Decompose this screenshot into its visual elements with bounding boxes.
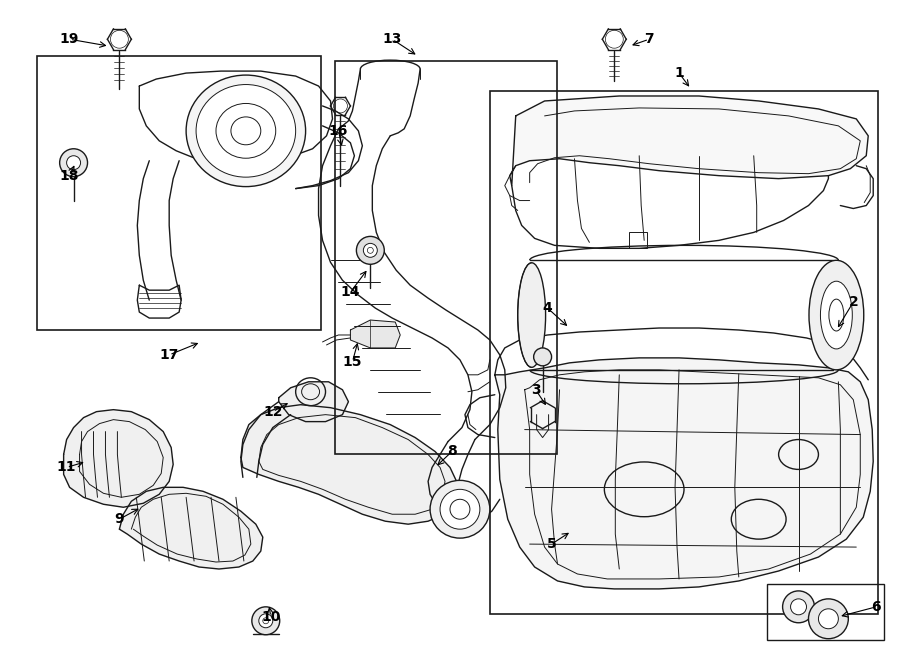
Circle shape [356, 237, 384, 264]
Text: 12: 12 [263, 405, 283, 418]
Text: 10: 10 [261, 610, 281, 624]
Circle shape [808, 599, 849, 639]
Text: 19: 19 [60, 32, 79, 46]
Text: 16: 16 [328, 124, 348, 138]
Bar [629, 233, 647, 249]
Bar [767, 584, 884, 640]
Polygon shape [279, 382, 348, 422]
Polygon shape [64, 410, 173, 507]
Bar [336, 61, 556, 455]
Bar [490, 91, 878, 614]
Circle shape [259, 614, 273, 628]
Polygon shape [509, 96, 868, 186]
Ellipse shape [196, 85, 296, 177]
Polygon shape [350, 320, 400, 348]
Text: 15: 15 [343, 355, 362, 369]
Ellipse shape [186, 75, 306, 186]
Polygon shape [120, 487, 263, 569]
Text: 2: 2 [849, 295, 859, 309]
Bar [37, 56, 320, 330]
Circle shape [818, 609, 839, 629]
Circle shape [67, 156, 81, 170]
Circle shape [364, 243, 377, 257]
Circle shape [790, 599, 806, 615]
Text: 1: 1 [674, 66, 684, 80]
Ellipse shape [430, 481, 490, 538]
Circle shape [59, 149, 87, 176]
Ellipse shape [809, 260, 864, 370]
Text: 14: 14 [341, 285, 360, 299]
Text: 9: 9 [114, 512, 124, 526]
Ellipse shape [440, 489, 480, 529]
Circle shape [252, 607, 280, 635]
Polygon shape [241, 405, 458, 524]
Ellipse shape [518, 263, 545, 368]
Text: 17: 17 [159, 348, 179, 362]
Text: 8: 8 [447, 444, 457, 459]
Text: 11: 11 [57, 461, 76, 475]
Text: 3: 3 [531, 383, 541, 397]
Text: 18: 18 [60, 169, 79, 182]
Ellipse shape [821, 281, 852, 349]
Circle shape [534, 348, 552, 366]
Circle shape [783, 591, 814, 623]
Text: 13: 13 [382, 32, 402, 46]
Text: 4: 4 [543, 301, 553, 315]
Text: 6: 6 [871, 600, 881, 614]
Text: 5: 5 [546, 537, 556, 551]
Polygon shape [495, 358, 873, 589]
Text: 7: 7 [644, 32, 654, 46]
